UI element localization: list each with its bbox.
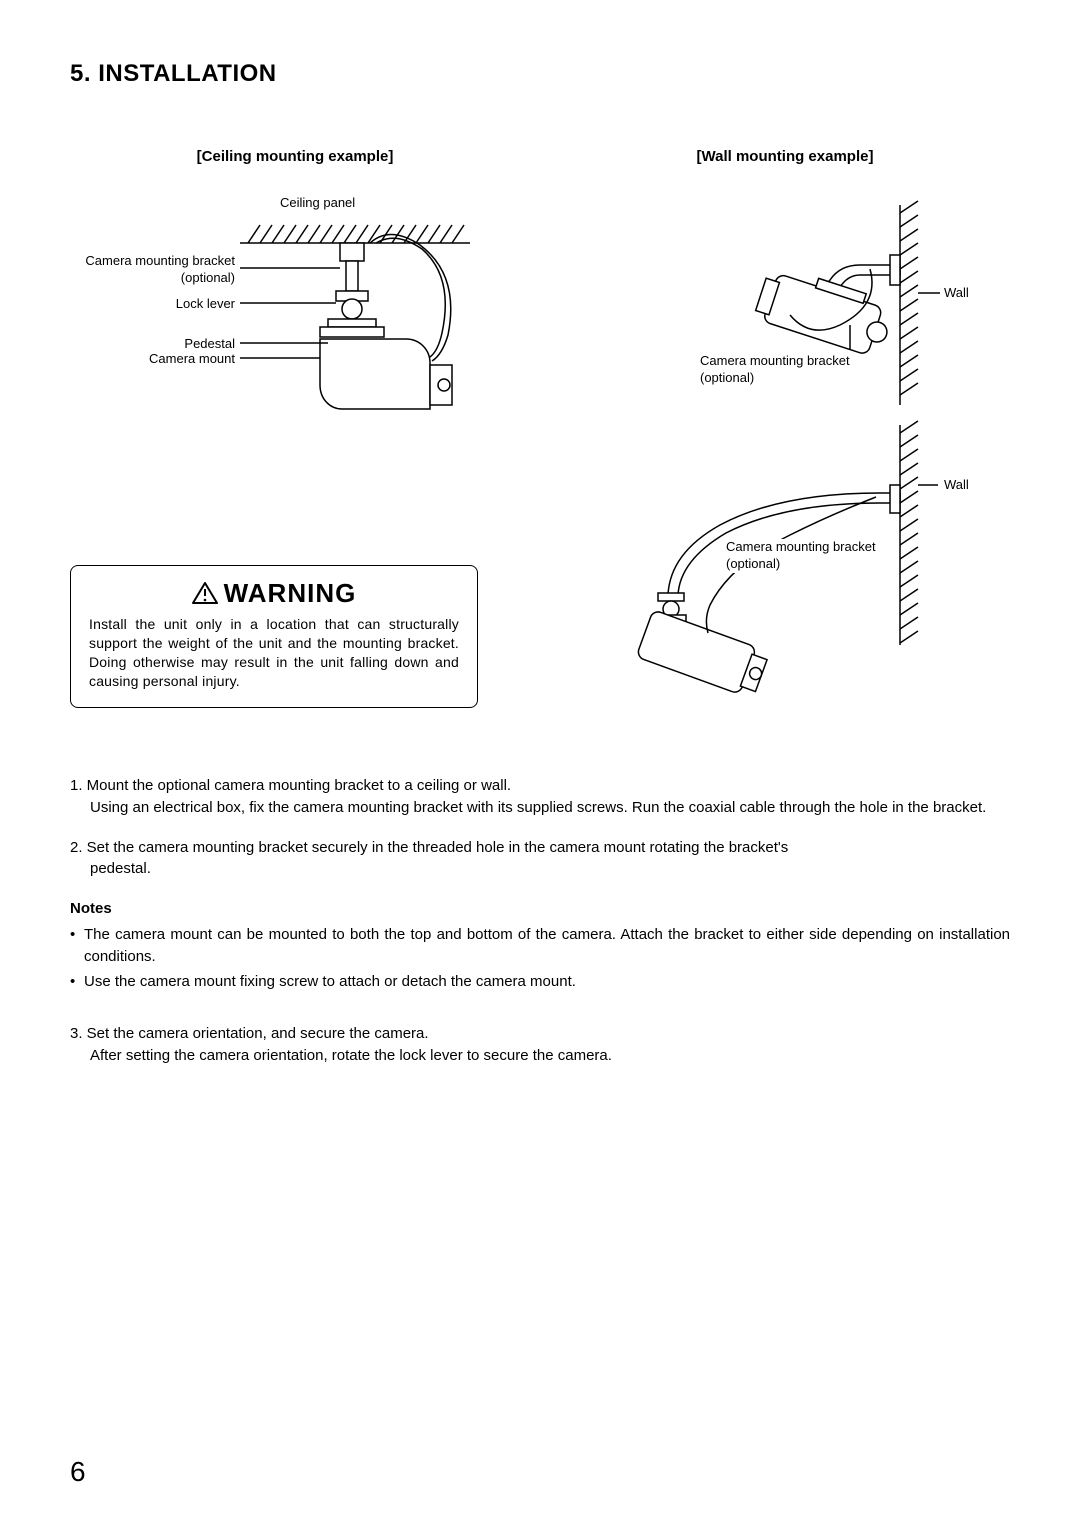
ceiling-diagram: Ceiling panel Camera mounting bracket (o… xyxy=(70,195,520,475)
step-3: 3. Set the camera orientation, and secur… xyxy=(70,1023,1010,1067)
label-bracket-ceiling: Camera mounting bracket (optional) xyxy=(70,253,235,287)
note-1: The camera mount can be mounted to both … xyxy=(70,924,1010,968)
label-camera-mount: Camera mount xyxy=(70,351,235,368)
warning-box: WARNING Install the unit only in a locat… xyxy=(70,565,478,708)
notes-title: Notes xyxy=(70,898,1010,920)
wall-diagram-bottom: Wall Camera mounting bracket (optional) xyxy=(560,415,1010,715)
body-text: 1. Mount the optional camera mounting br… xyxy=(70,775,1010,1067)
warning-text: Install the unit only in a location that… xyxy=(89,615,459,691)
ceiling-example-title: [Ceiling mounting example] xyxy=(70,148,520,165)
examples-row: [Ceiling mounting example] xyxy=(70,148,1010,715)
note-2: Use the camera mount fixing screw to att… xyxy=(70,971,1010,993)
section-title: 5. INSTALLATION xyxy=(70,60,1010,88)
step-2: 2. Set the camera mounting bracket secur… xyxy=(70,837,1010,881)
wall-example: [Wall mounting example] xyxy=(560,148,1010,715)
step-3-line1: 3. Set the camera orientation, and secur… xyxy=(70,1023,1010,1045)
wall-example-title: [Wall mounting example] xyxy=(560,148,1010,165)
step-1: 1. Mount the optional camera mounting br… xyxy=(70,775,1010,819)
wall-diagram-top: Wall Camera mounting bracket (optional) xyxy=(560,195,1010,415)
label-lock-lever: Lock lever xyxy=(70,296,235,313)
section-number: 5. xyxy=(70,60,91,87)
label-bracket-wall-1: Camera mounting bracket (optional) xyxy=(700,353,850,387)
step-2-line1: 2. Set the camera mounting bracket secur… xyxy=(70,837,1010,859)
step-1-rest: Using an electrical box, fix the camera … xyxy=(70,797,1010,819)
step-3-rest: After setting the camera orientation, ro… xyxy=(70,1045,1010,1067)
label-ceiling-panel: Ceiling panel xyxy=(280,195,355,212)
warning-triangle-icon xyxy=(192,581,218,605)
label-wall-2: Wall xyxy=(944,477,969,494)
ceiling-example: [Ceiling mounting example] xyxy=(70,148,520,715)
section-title-text: INSTALLATION xyxy=(98,60,276,87)
notes-list: The camera mount can be mounted to both … xyxy=(70,924,1010,993)
step-1-line1: 1. Mount the optional camera mounting br… xyxy=(70,775,1010,797)
warning-title: WARNING xyxy=(224,578,357,608)
wall-diagram-bottom-svg xyxy=(560,415,1010,735)
step-2-rest: pedestal. xyxy=(70,858,1010,880)
label-bracket-wall-2: Camera mounting bracket (optional) xyxy=(722,539,880,573)
label-wall-1: Wall xyxy=(944,285,969,302)
ceiling-diagram-svg xyxy=(70,195,500,475)
page-number: 6 xyxy=(70,1456,86,1488)
warning-header: WARNING xyxy=(89,578,459,609)
